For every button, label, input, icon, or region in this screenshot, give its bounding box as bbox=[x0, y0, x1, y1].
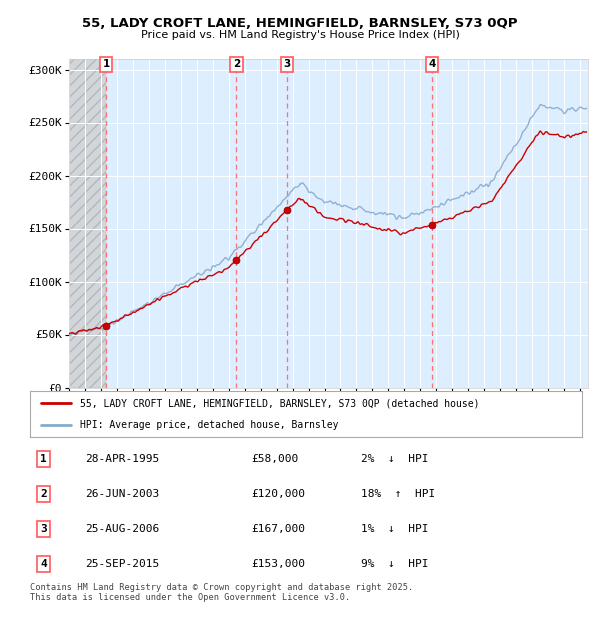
Text: 18%  ↑  HPI: 18% ↑ HPI bbox=[361, 489, 436, 499]
Text: £167,000: £167,000 bbox=[251, 524, 305, 534]
Text: 4: 4 bbox=[40, 559, 47, 569]
Text: Contains HM Land Registry data © Crown copyright and database right 2025.
This d: Contains HM Land Registry data © Crown c… bbox=[30, 583, 413, 602]
Text: 1: 1 bbox=[40, 454, 47, 464]
Text: 28-APR-1995: 28-APR-1995 bbox=[85, 454, 160, 464]
Text: 55, LADY CROFT LANE, HEMINGFIELD, BARNSLEY, S73 0QP (detached house): 55, LADY CROFT LANE, HEMINGFIELD, BARNSL… bbox=[80, 398, 479, 408]
Bar bbox=[69, 59, 106, 388]
Text: 3: 3 bbox=[40, 524, 47, 534]
Text: 1%  ↓  HPI: 1% ↓ HPI bbox=[361, 524, 428, 534]
Text: 1: 1 bbox=[103, 59, 110, 69]
Text: 55, LADY CROFT LANE, HEMINGFIELD, BARNSLEY, S73 0QP: 55, LADY CROFT LANE, HEMINGFIELD, BARNSL… bbox=[82, 17, 518, 30]
Text: 4: 4 bbox=[428, 59, 436, 69]
Text: 2%  ↓  HPI: 2% ↓ HPI bbox=[361, 454, 428, 464]
Text: £120,000: £120,000 bbox=[251, 489, 305, 499]
Text: 25-AUG-2006: 25-AUG-2006 bbox=[85, 524, 160, 534]
Text: 3: 3 bbox=[283, 59, 290, 69]
Text: 25-SEP-2015: 25-SEP-2015 bbox=[85, 559, 160, 569]
Text: 2: 2 bbox=[40, 489, 47, 499]
Text: 2: 2 bbox=[233, 59, 240, 69]
Text: £153,000: £153,000 bbox=[251, 559, 305, 569]
Text: £58,000: £58,000 bbox=[251, 454, 298, 464]
Text: 26-JUN-2003: 26-JUN-2003 bbox=[85, 489, 160, 499]
Text: HPI: Average price, detached house, Barnsley: HPI: Average price, detached house, Barn… bbox=[80, 420, 338, 430]
Text: 9%  ↓  HPI: 9% ↓ HPI bbox=[361, 559, 428, 569]
Text: Price paid vs. HM Land Registry's House Price Index (HPI): Price paid vs. HM Land Registry's House … bbox=[140, 30, 460, 40]
